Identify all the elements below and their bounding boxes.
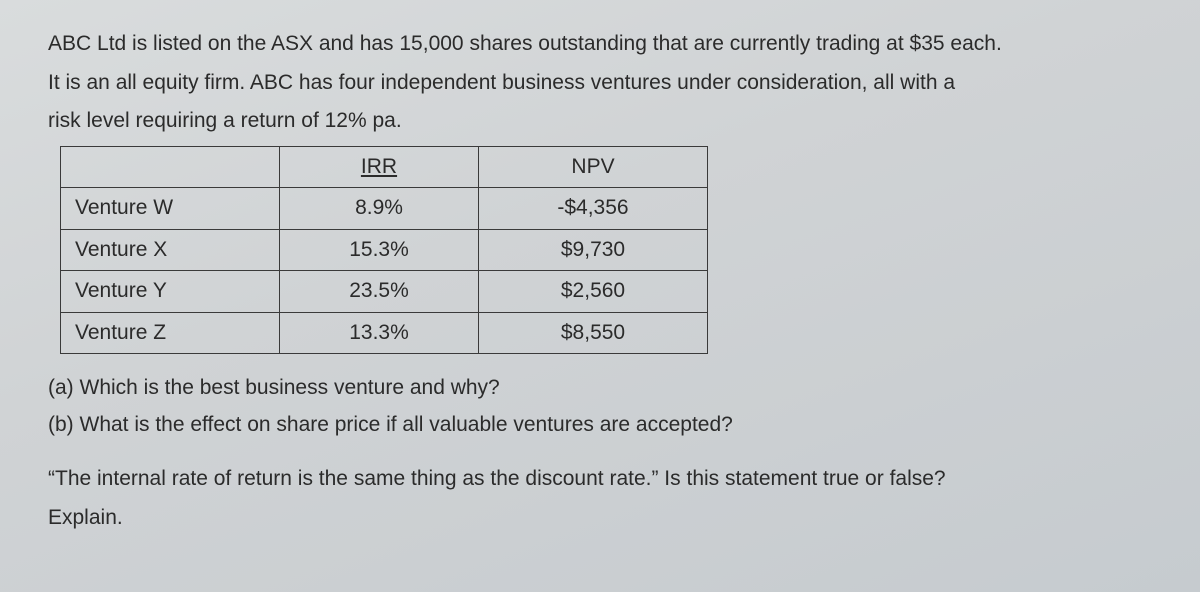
venture-name: Venture X xyxy=(61,229,280,271)
col-irr-label: IRR xyxy=(361,155,397,178)
ventures-table: IRR NPV Venture W 8.9% -$4,356 Venture X… xyxy=(60,146,708,355)
question-a: (a) Which is the best business venture a… xyxy=(48,372,1152,405)
venture-name: Venture Z xyxy=(61,312,280,354)
venture-name: Venture Y xyxy=(61,271,280,313)
venture-irr: 23.5% xyxy=(280,271,479,313)
table-row: Venture X 15.3% $9,730 xyxy=(61,229,708,271)
table-row: Venture W 8.9% -$4,356 xyxy=(61,188,708,230)
col-npv: NPV xyxy=(479,146,708,188)
venture-irr: 13.3% xyxy=(280,312,479,354)
venture-irr: 15.3% xyxy=(280,229,479,271)
venture-npv: $8,550 xyxy=(479,312,708,354)
venture-name: Venture W xyxy=(61,188,280,230)
venture-irr: 8.9% xyxy=(280,188,479,230)
table-header-row: IRR NPV xyxy=(61,146,708,188)
col-blank xyxy=(61,146,280,188)
venture-npv: -$4,356 xyxy=(479,188,708,230)
spacer xyxy=(48,445,1152,463)
statement-line-1: “The internal rate of return is the same… xyxy=(48,463,1152,496)
intro-line-3: risk level requiring a return of 12% pa. xyxy=(48,105,1152,138)
statement-line-2: Explain. xyxy=(48,502,1152,535)
venture-npv: $9,730 xyxy=(479,229,708,271)
col-irr: IRR xyxy=(280,146,479,188)
table-row: Venture Z 13.3% $8,550 xyxy=(61,312,708,354)
table-row: Venture Y 23.5% $2,560 xyxy=(61,271,708,313)
question-b: (b) What is the effect on share price if… xyxy=(48,409,1152,442)
intro-line-2: It is an all equity firm. ABC has four i… xyxy=(48,67,1152,100)
venture-npv: $2,560 xyxy=(479,271,708,313)
intro-line-1: ABC Ltd is listed on the ASX and has 15,… xyxy=(48,28,1152,61)
